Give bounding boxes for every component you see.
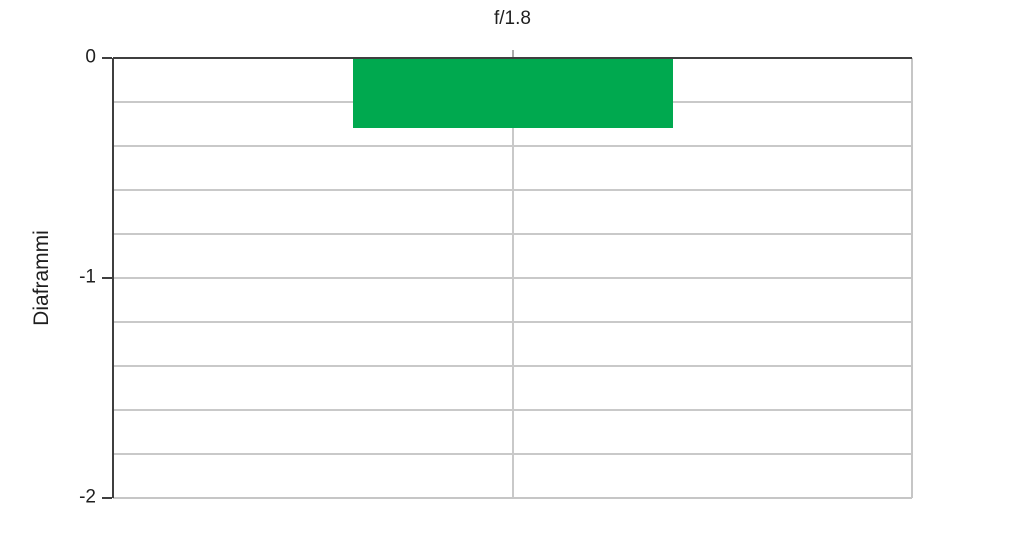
y-axis-tick [102, 57, 112, 59]
category-label: f/1.8 [494, 8, 531, 29]
plot-area [112, 50, 913, 499]
y-axis-tick-label: 0 [85, 46, 96, 68]
category-tick [512, 50, 514, 58]
y-axis-tick [102, 277, 112, 279]
y-axis-line [112, 58, 114, 498]
category-gridline [512, 58, 514, 498]
plot-right-border [911, 58, 913, 498]
x-axis-line [113, 57, 912, 59]
plot-bottom-border [113, 497, 912, 499]
y-axis-tick-label: -2 [79, 486, 96, 508]
y-axis-tick [102, 497, 112, 499]
y-axis-tick-label: -1 [79, 266, 96, 288]
bar-f/1.8 [353, 58, 673, 128]
